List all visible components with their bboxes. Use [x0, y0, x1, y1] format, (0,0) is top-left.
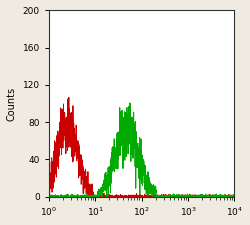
- Y-axis label: Counts: Counts: [7, 86, 17, 121]
